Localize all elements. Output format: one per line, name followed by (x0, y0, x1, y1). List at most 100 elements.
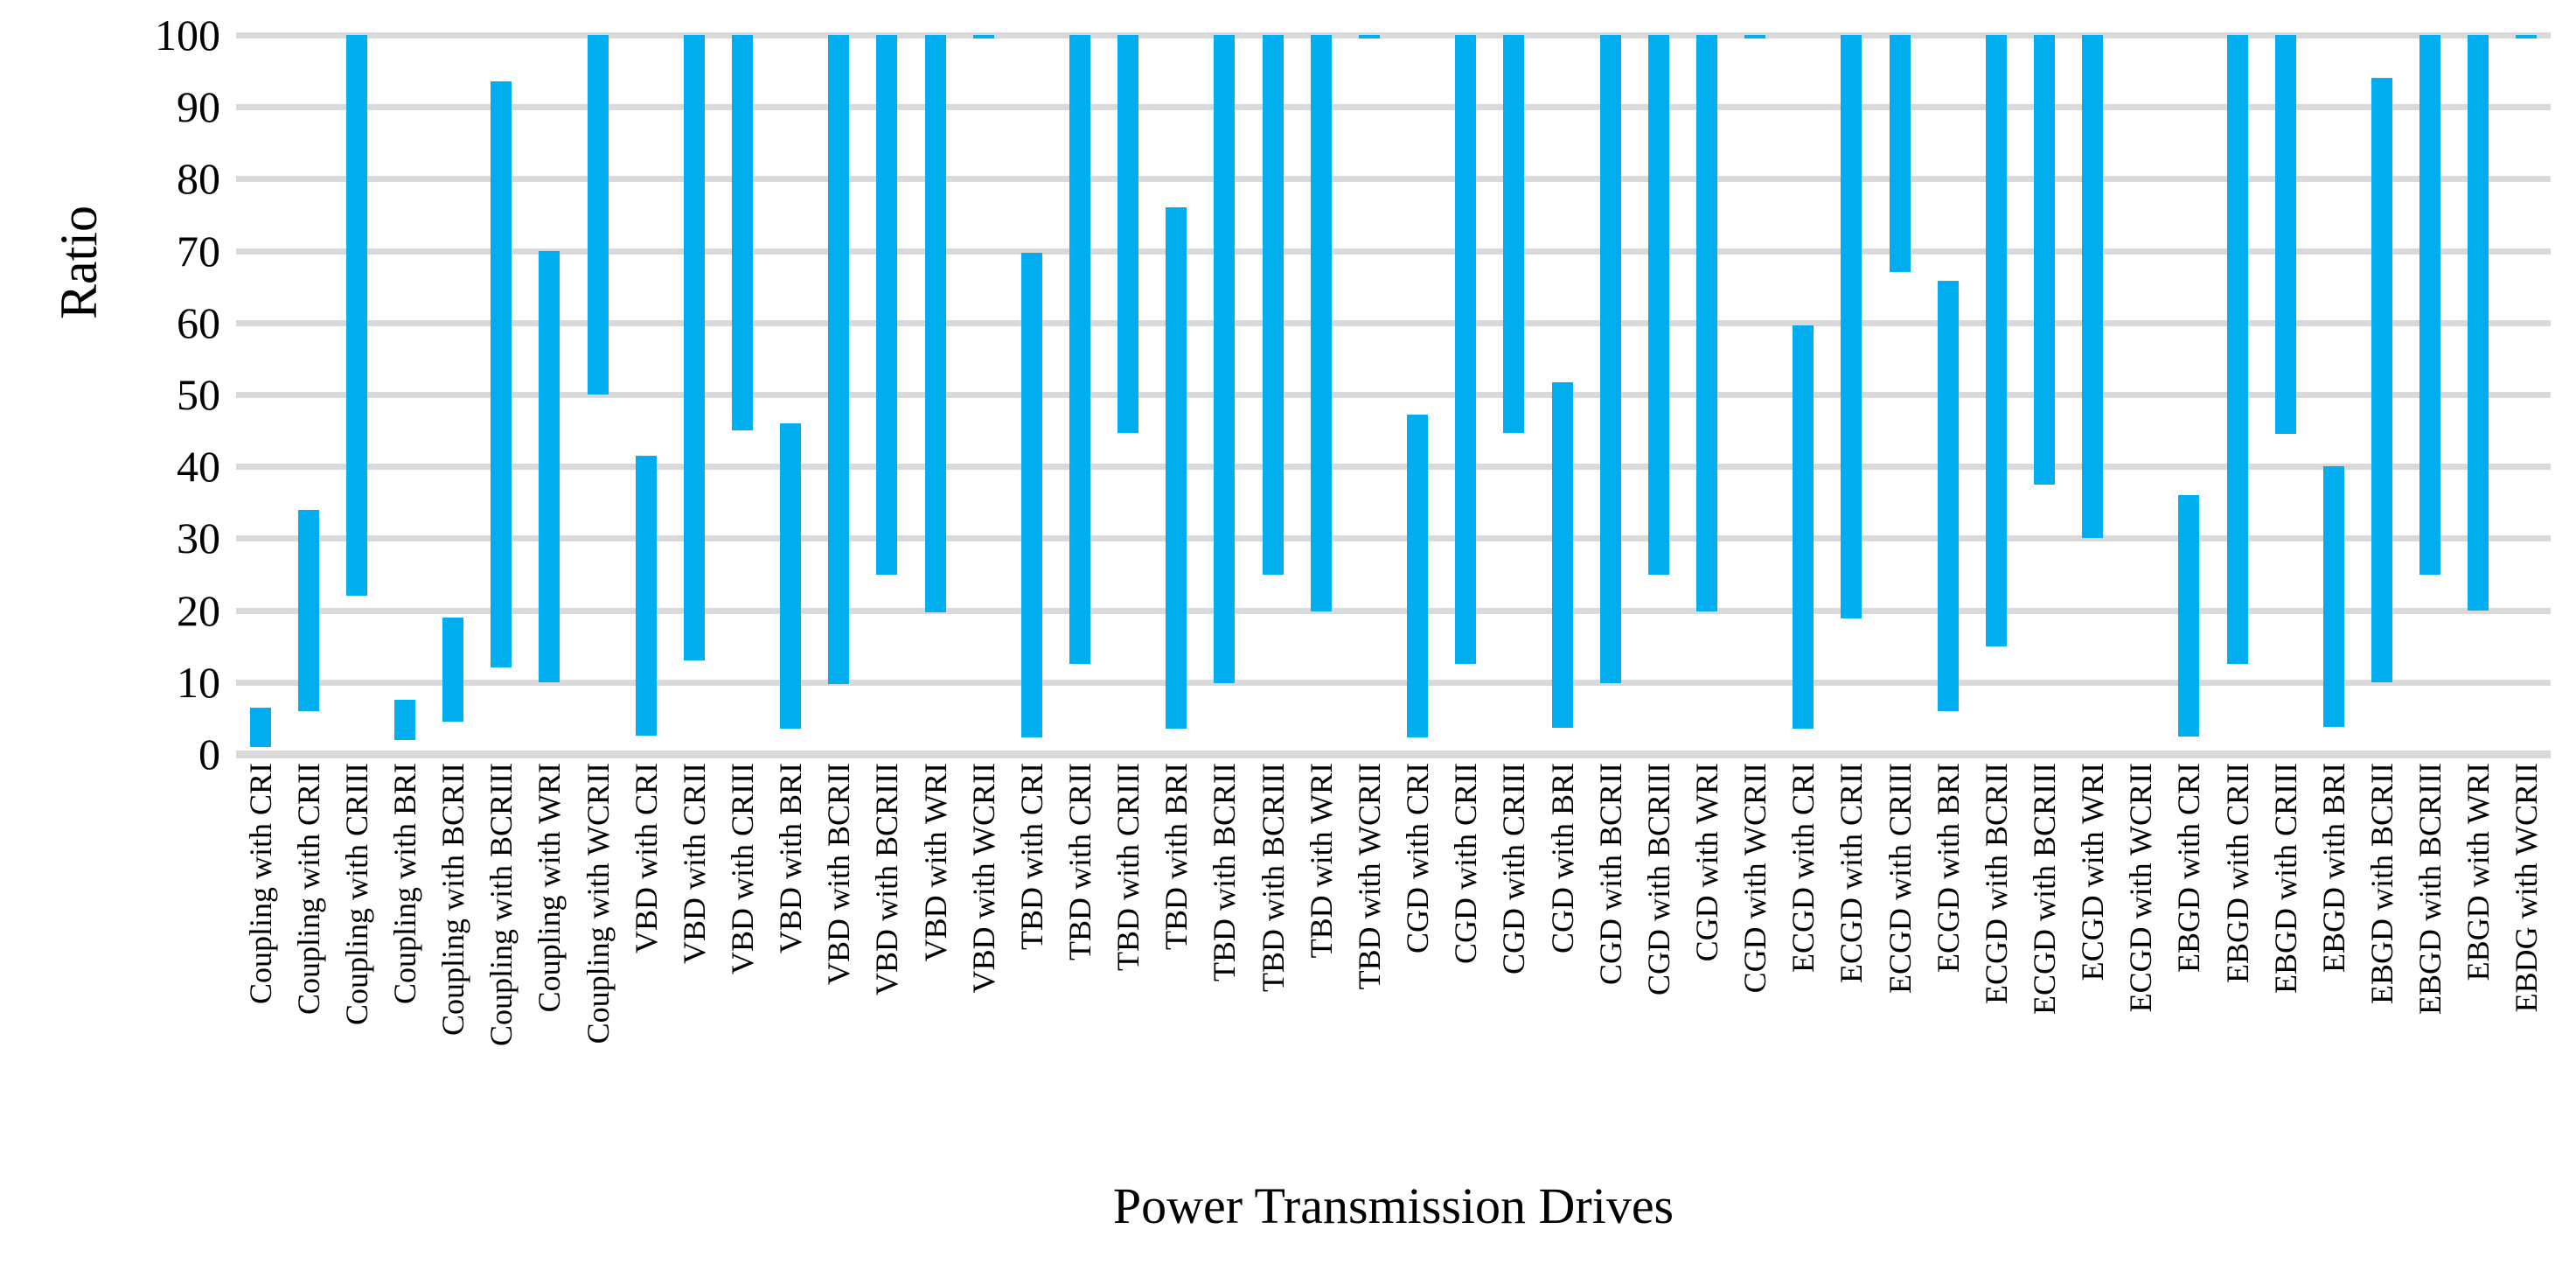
x-category-label: CGD with BCRII (1592, 763, 1628, 986)
x-category-label: ECGD with WRI (2075, 763, 2111, 981)
range-bar (2178, 495, 2200, 737)
x-category-label: ECGD with BCRIII (2026, 763, 2062, 1015)
x-category-label: Coupling with CRII (290, 763, 326, 1016)
x-category-label: EBGD with BCRII (2364, 763, 2399, 1005)
y-tick-label-30: 30 (177, 513, 220, 563)
x-category-label: CGD with CRIII (1496, 763, 1532, 974)
range-bar (2226, 35, 2248, 665)
plot-area (236, 32, 2551, 758)
y-axis-title: Ratio (50, 206, 108, 319)
range-bar (2516, 35, 2538, 39)
range-bar (394, 700, 415, 740)
x-axis-title: Power Transmission Drives (1112, 1177, 1674, 1234)
x-category-label: VBD with CRIII (725, 763, 761, 974)
range-bar (1937, 281, 1959, 711)
y-tick-label-80: 80 (177, 154, 220, 204)
gridline-30 (236, 535, 2551, 542)
x-category-label: VBD with CRI (628, 763, 664, 954)
gridline-100 (236, 32, 2551, 38)
x-category-label: EBGD with CRIII (2267, 763, 2303, 994)
range-bar (1117, 35, 1139, 434)
range-bar (297, 509, 319, 711)
range-bar (2033, 35, 2055, 485)
range-bar (2371, 78, 2392, 682)
x-category-label: Coupling with BCRII (435, 763, 471, 1037)
x-category-label: CGD with BRI (1544, 763, 1580, 954)
gridline-90 (236, 104, 2551, 111)
range-bar (345, 35, 367, 597)
range-bar (1889, 35, 1911, 273)
range-bar (635, 455, 657, 737)
range-bar (1310, 35, 1332, 612)
x-category-label: ECGD with BRI (1930, 763, 1966, 974)
range-bar (1985, 35, 2007, 646)
gridline-80 (236, 176, 2551, 183)
x-category-label: EBDG with WCRII (2509, 763, 2545, 1013)
x-category-label: ECGD with CRII (1834, 763, 1869, 983)
x-category-label: Coupling with BRI (387, 763, 423, 1005)
x-category-label: Coupling with WCRII (580, 763, 616, 1044)
range-bar (1214, 35, 1236, 684)
x-category-label: ECGD with BCRII (1978, 763, 2014, 1005)
range-bar (780, 423, 802, 730)
range-bar (2322, 466, 2344, 727)
range-bar (2274, 35, 2296, 435)
x-category-label: TBD with WRI (1303, 763, 1339, 959)
x-category-label: CGD with CRII (1448, 763, 1484, 965)
y-tick-label-50: 50 (177, 370, 220, 419)
y-tick-label-0: 0 (198, 730, 220, 779)
x-category-label: TBD with CRIII (1110, 763, 1146, 971)
range-bar (1455, 35, 1477, 665)
gridline-40 (236, 464, 2551, 471)
y-tick-label-100: 100 (155, 10, 220, 59)
x-category-label: Coupling with BCRIII (484, 763, 519, 1047)
range-bar (1551, 382, 1573, 728)
x-category-label: VBD with BCRII (821, 763, 857, 986)
x-category-label: CGD with CRI (1400, 763, 1436, 954)
x-category-label: Coupling with CRIII (338, 763, 374, 1026)
x-category-label: ECGD with CRIII (1882, 763, 1918, 994)
range-bar (1503, 35, 1525, 434)
y-tick-label-90: 90 (177, 82, 220, 132)
x-category-label: TBD with BCRIII (1255, 763, 1291, 993)
x-category-label: TBD with WCRII (1351, 763, 1387, 990)
range-bar (1841, 35, 1862, 619)
x-category-label: VBD with BCRIII (869, 763, 905, 996)
range-bar (1744, 35, 1766, 39)
x-category-label: TBD with BCRII (1207, 763, 1243, 982)
range-bar (972, 35, 994, 39)
range-bar (2419, 35, 2441, 575)
x-category-label: EBGD with WRI (2461, 763, 2496, 981)
range-bar (1599, 35, 1621, 684)
range-bar (1647, 35, 1669, 575)
range-bar (539, 250, 560, 682)
y-tick-label-20: 20 (177, 585, 220, 635)
y-tick-label-10: 10 (177, 657, 220, 707)
range-bar (1262, 35, 1284, 575)
gridline-0 (236, 751, 2551, 758)
gridline-50 (236, 392, 2551, 398)
x-category-label: EBGD with BCRIII (2412, 763, 2448, 1015)
range-bar (924, 35, 946, 613)
range-bar (2082, 35, 2104, 539)
x-category-label: Coupling with WRI (532, 763, 567, 1013)
y-tick-label-40: 40 (177, 442, 220, 492)
x-category-label: EBGD with BRI (2315, 763, 2351, 974)
range-bar (683, 35, 705, 661)
range-bar (732, 35, 754, 431)
x-category-label: EBGD with CRII (2219, 763, 2255, 983)
x-category-label: TBD with CRI (1013, 763, 1049, 951)
x-category-label: VBD with CRII (676, 763, 712, 965)
range-bar (828, 35, 850, 685)
range-bar (1166, 207, 1187, 730)
range-bar (1695, 35, 1717, 612)
x-category-label: VBD with WRI (917, 763, 953, 962)
x-category-label: ECGD with WCRII (2123, 763, 2159, 1013)
y-tick-label-60: 60 (177, 297, 220, 347)
x-category-label: CGD with BCRIII (1640, 763, 1676, 996)
gridline-10 (236, 679, 2551, 686)
range-bar (249, 707, 271, 747)
x-category-label: TBD with CRII (1062, 763, 1098, 961)
gridline-60 (236, 319, 2551, 326)
